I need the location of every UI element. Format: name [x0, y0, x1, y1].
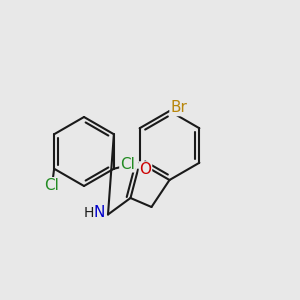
- Text: Cl: Cl: [44, 178, 58, 193]
- Text: H: H: [83, 206, 94, 220]
- Text: Cl: Cl: [120, 157, 135, 172]
- Text: Br: Br: [170, 100, 187, 116]
- Text: N: N: [93, 206, 105, 220]
- Text: O: O: [140, 162, 152, 177]
